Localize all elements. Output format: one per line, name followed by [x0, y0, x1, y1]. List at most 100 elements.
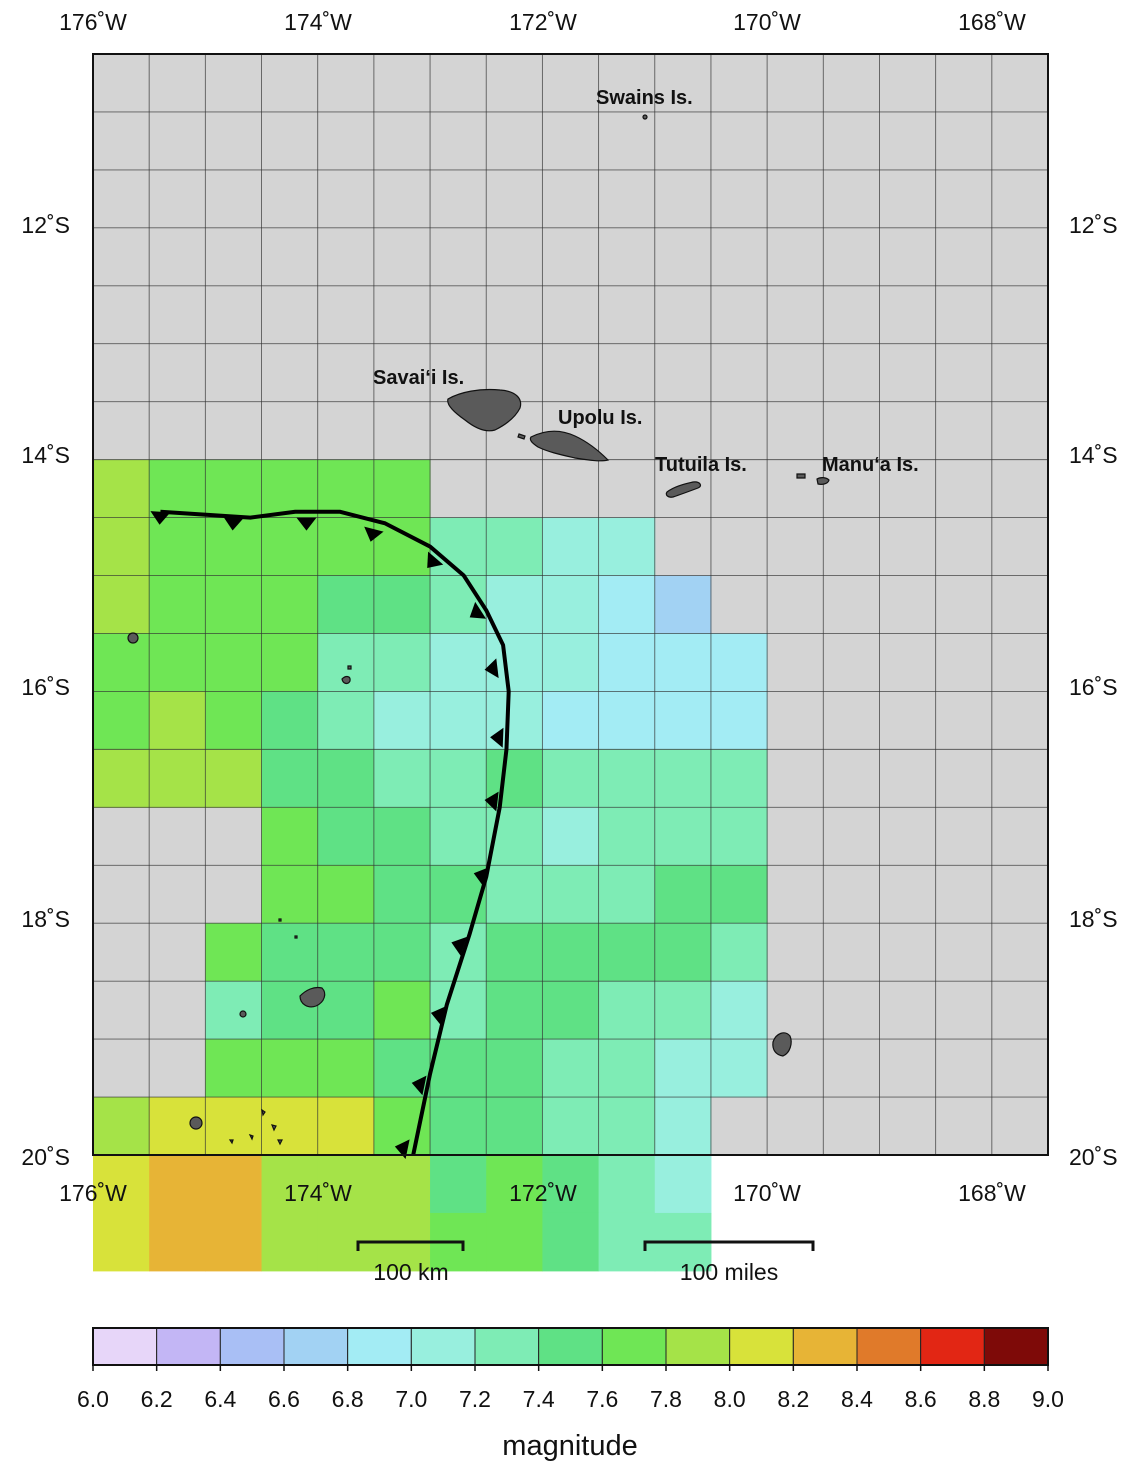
magnitude-cell: [542, 1212, 600, 1272]
magnitude-cell: [542, 575, 600, 634]
trench-tooth: [451, 936, 467, 956]
colorbar-swatch: [410, 1327, 476, 1366]
magnitude-cell: [542, 865, 600, 924]
magnitude-cell: [93, 459, 150, 519]
magnitude-cell: [373, 923, 431, 982]
magnitude-cell: [261, 459, 319, 519]
magnitude-cell: [654, 749, 712, 808]
island-label-tutuila: Tutuila Is.: [655, 454, 747, 476]
islet-2: [347, 665, 352, 670]
islands: [127, 114, 830, 1146]
magnitude-cell: [486, 1155, 543, 1214]
magnitude-cell: [93, 1212, 150, 1272]
map-frame: [92, 53, 1049, 1156]
top-longitude-labels: 176˚W 174˚W 172˚W 170˚W 168˚W: [59, 9, 1026, 35]
haapai-island-1: [189, 1116, 203, 1130]
magnitude-cell: [205, 575, 263, 634]
left-latitude-labels: 12˚S 14˚S 16˚S 18˚S 20˚S: [21, 212, 70, 1170]
bottom-lon-label: 170˚W: [733, 1180, 801, 1206]
magnitude-cell: [93, 1097, 150, 1156]
trench-tooth: [150, 511, 171, 525]
trench-tooth: [430, 1006, 446, 1026]
magnitude-cell: [654, 865, 712, 924]
magnitude-cell: [205, 633, 263, 692]
magnitude-cell: [373, 1155, 431, 1214]
magnitude-cell: [149, 575, 206, 634]
magnitude-cell: [317, 575, 375, 634]
magnitude-cell: [542, 749, 600, 808]
magnitude-cell: [710, 923, 768, 982]
magnitude-cell: [710, 749, 768, 808]
magnitude-cell: [93, 1155, 150, 1214]
trench-tooth: [484, 791, 499, 812]
magnitude-cell: [654, 807, 712, 866]
right-lat-label: 14˚S: [1069, 442, 1118, 468]
colorbar-swatch: [283, 1327, 349, 1366]
island-label-savaii: Savai‘i Is.: [373, 367, 464, 389]
island-label-manua: Manu‘a Is.: [822, 454, 919, 476]
magnitude-cell: [430, 1097, 487, 1156]
magnitude-cell: [373, 865, 431, 924]
upolu-island: [529, 430, 610, 462]
magnitude-cell: [317, 517, 375, 577]
right-lat-label: 20˚S: [1069, 1144, 1118, 1170]
colorbar-swatch: [92, 1327, 158, 1366]
left-lat-label: 18˚S: [21, 906, 70, 932]
trench-tooth: [484, 658, 499, 679]
map-area: [92, 53, 1049, 1272]
top-lon-label: 174˚W: [284, 9, 352, 35]
niue-island: [772, 1032, 792, 1057]
magnitude-cell: [430, 749, 487, 808]
colorbar-tick-label: 8.8: [968, 1386, 1000, 1412]
magnitude-cell: [710, 807, 768, 866]
magnitude-cell: [373, 981, 431, 1040]
magnitude-cell: [205, 923, 263, 982]
magnitude-cell: [373, 691, 431, 750]
top-lon-label: 176˚W: [59, 9, 127, 35]
trench-tooth: [223, 516, 244, 531]
magnitude-cell: [654, 923, 712, 982]
magnitude-cell: [261, 865, 319, 924]
magnitude-cell: [542, 1097, 600, 1156]
trench-tooth: [473, 867, 490, 887]
islet-5: [294, 935, 298, 939]
colorbar-tick-label: 9.0: [1032, 1386, 1064, 1412]
trench-tooth: [411, 1075, 427, 1096]
colorbar-swatch: [665, 1327, 731, 1366]
colorbar-tick-label: 8.2: [777, 1386, 809, 1412]
right-lat-label: 18˚S: [1069, 906, 1118, 932]
magnitude-cell: [430, 807, 487, 866]
magnitude-cell: [430, 1039, 487, 1098]
magnitude-cell: [149, 749, 206, 808]
colorbar-tick-label: 7.4: [523, 1386, 555, 1412]
scale-bar-miles: 100 miles: [643, 1240, 815, 1285]
magnitude-cell: [542, 981, 600, 1040]
magnitude-cell: [317, 981, 375, 1040]
left-lat-label: 12˚S: [21, 212, 70, 238]
bottom-lon-label: 174˚W: [284, 1180, 352, 1206]
magnitude-cell: [93, 633, 150, 692]
magnitude-cell: [149, 1155, 206, 1214]
magnitude-cell: [486, 517, 543, 577]
magnitude-cell: [205, 1097, 263, 1156]
island-label-upolu: Upolu Is.: [558, 407, 642, 429]
magnitude-cell: [598, 1097, 656, 1156]
magnitude-cell: [654, 1039, 712, 1098]
colorbar-swatch: [156, 1327, 221, 1366]
magnitude-cell: [149, 517, 206, 577]
magnitude-cell: [598, 981, 656, 1040]
trench-line: [150, 509, 511, 1159]
colorbar-tick-label: 6.6: [268, 1386, 300, 1412]
colorbar-tick-label: 8.0: [714, 1386, 746, 1412]
islet-3: [239, 1010, 247, 1018]
magnitude-cell: [149, 459, 206, 519]
magnitude-cell: [654, 1155, 712, 1214]
bottom-lon-label: 168˚W: [958, 1180, 1026, 1206]
trench-tooth: [469, 601, 487, 619]
magnitude-cell: [654, 633, 712, 692]
magnitude-cell: [598, 923, 656, 982]
magnitude-cell: [317, 1097, 375, 1156]
magnitude-cell: [486, 923, 543, 982]
colorbar-frame: [92, 1327, 1049, 1366]
